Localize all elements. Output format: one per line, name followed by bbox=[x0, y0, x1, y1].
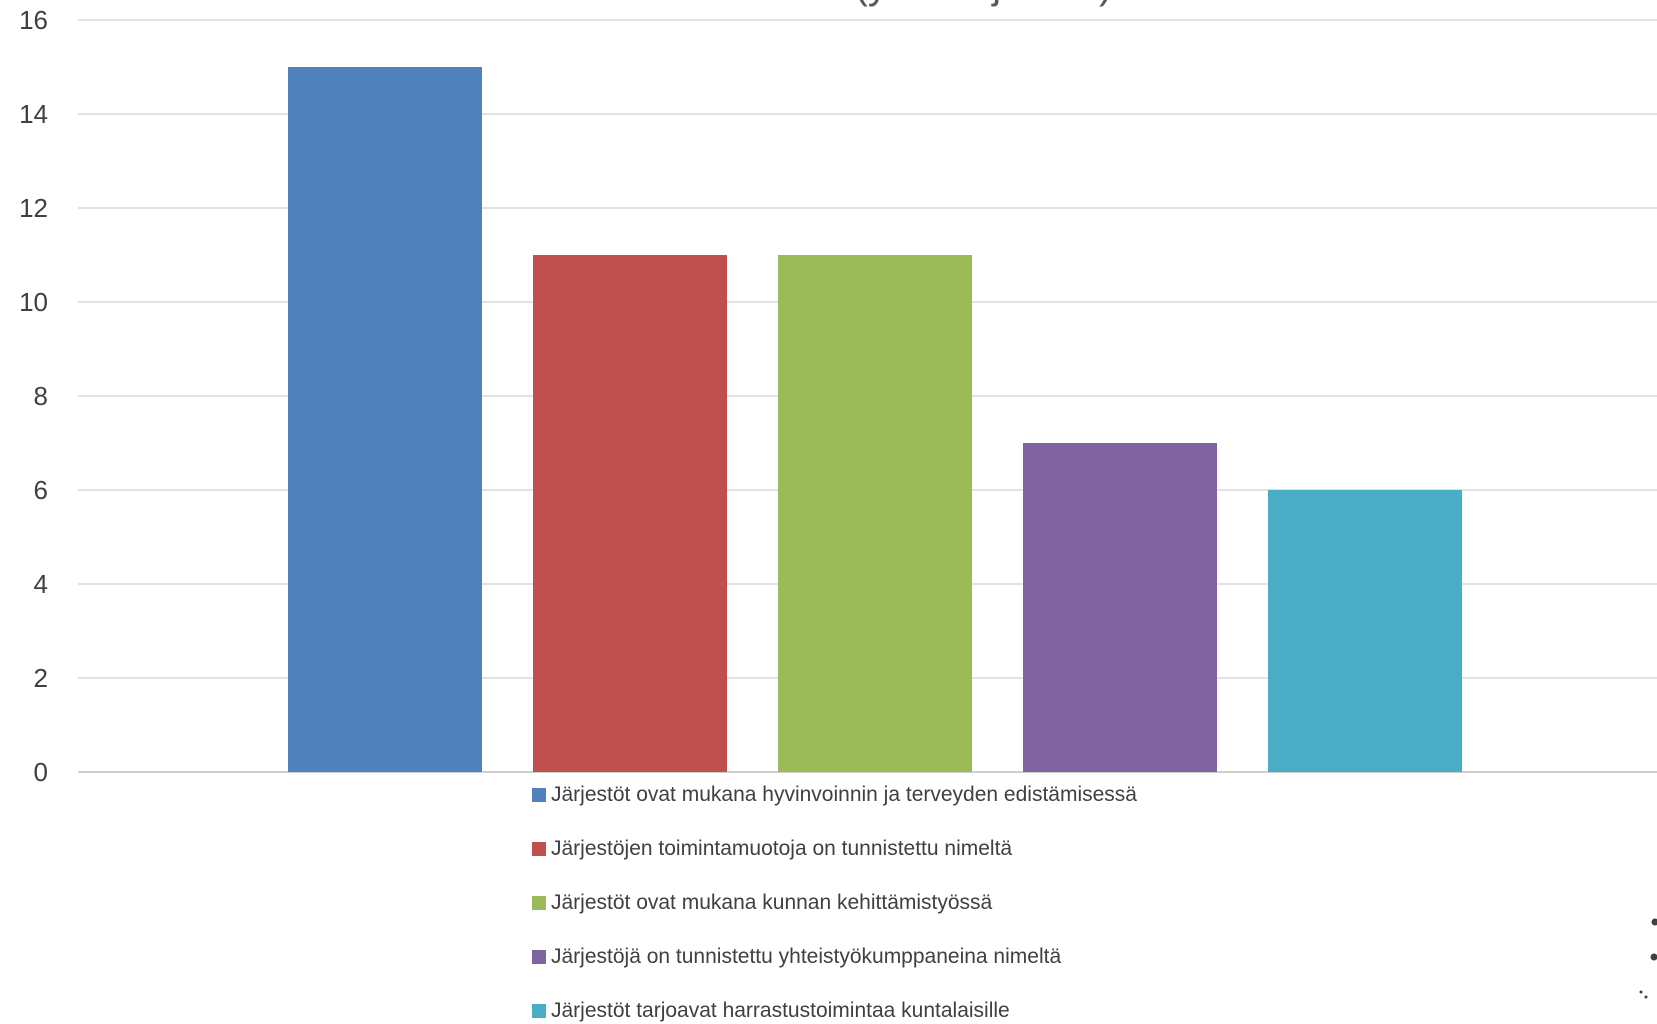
legend-label: Järjestöt ovat mukana hyvinvoinnin ja te… bbox=[551, 783, 1137, 806]
legend-label: Järjestöt tarjoavat harrastustoimintaa k… bbox=[551, 999, 1010, 1022]
bar bbox=[1023, 443, 1217, 772]
legend-item: Järjestöt tarjoavat harrastustoimintaa k… bbox=[532, 998, 1137, 1024]
legend-item: Järjestöjen toimintamuotoja on tunnistet… bbox=[532, 836, 1137, 890]
y-tick-label: 14 bbox=[19, 99, 48, 129]
bar bbox=[778, 255, 972, 772]
y-tick-label: 2 bbox=[34, 663, 48, 693]
legend-swatch bbox=[532, 1004, 546, 1018]
legend-label: Järjestöjä on tunnistettu yhteistyökumpp… bbox=[551, 945, 1062, 968]
bar bbox=[1268, 490, 1462, 772]
y-tick-label: 12 bbox=[19, 193, 48, 223]
legend-item: Järjestöjä on tunnistettu yhteistyökumpp… bbox=[532, 944, 1137, 998]
bar bbox=[533, 255, 727, 772]
bar bbox=[288, 67, 482, 772]
y-tick-label: 6 bbox=[34, 475, 48, 505]
chart-title: kertomuksissa (yli 5 kirjausta) bbox=[300, 0, 1400, 8]
legend-swatch bbox=[532, 896, 546, 910]
legend-label: Järjestöt ovat mukana kunnan kehittämist… bbox=[551, 891, 993, 914]
legend-swatch bbox=[532, 950, 546, 964]
corner-decoration bbox=[1639, 918, 1657, 999]
legend-label: Järjestöjen toimintamuotoja on tunnistet… bbox=[551, 837, 1013, 860]
y-tick-label: 16 bbox=[19, 5, 48, 35]
legend-swatch bbox=[532, 788, 546, 802]
y-tick-label: 10 bbox=[19, 287, 48, 317]
y-tick-label: 4 bbox=[34, 569, 48, 599]
legend-item: Järjestöt ovat mukana kunnan kehittämist… bbox=[532, 890, 1137, 944]
legend-item: Järjestöt ovat mukana hyvinvoinnin ja te… bbox=[532, 782, 1137, 836]
y-tick-label: 0 bbox=[34, 757, 48, 787]
chart-legend: Järjestöt ovat mukana hyvinvoinnin ja te… bbox=[532, 782, 1137, 1024]
legend-swatch bbox=[532, 842, 546, 856]
y-tick-label: 8 bbox=[34, 381, 48, 411]
